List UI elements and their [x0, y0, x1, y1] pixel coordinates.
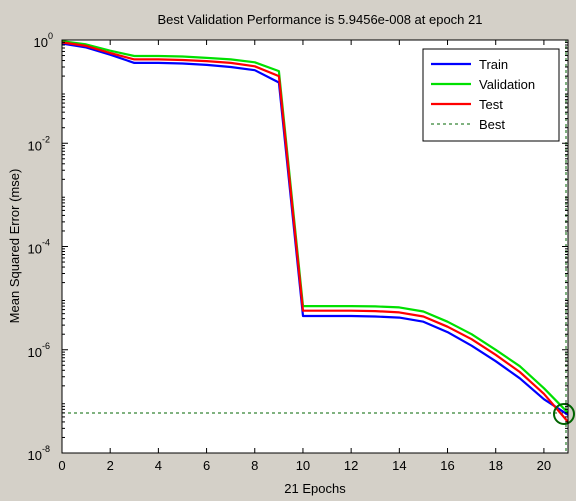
y-tick-exponent: -4: [42, 238, 50, 248]
legend-label: Train: [479, 57, 508, 72]
series-layer: [61, 40, 575, 426]
legend: Train Validation Test Best: [422, 48, 560, 142]
series-line-train: [61, 42, 569, 416]
x-tick-label: 0: [58, 458, 65, 473]
y-tick-label: 10 -6: [28, 341, 50, 360]
y-tick-label: 10 -4: [28, 238, 50, 257]
legend-entry-best: Best: [431, 117, 505, 132]
series-line-validation: [61, 40, 569, 414]
y-tick-mantissa: 10: [28, 448, 42, 463]
y-tick-exponent: -6: [42, 341, 50, 351]
chart-title: Best Validation Performance is 5.9456e-0…: [158, 12, 483, 27]
best-point-marker: [553, 403, 575, 426]
y-tick-exponent: 0: [48, 31, 53, 41]
y-tick-label: 10 -2: [28, 134, 50, 153]
y-tick-mantissa: 10: [28, 242, 42, 257]
legend-entry-train: Train: [431, 57, 508, 72]
y-tick-exponent: -2: [42, 134, 50, 144]
x-tick-label: 8: [251, 458, 258, 473]
x-axis-label: 21 Epochs: [284, 481, 346, 496]
legend-entry-test: Test: [431, 97, 503, 112]
y-tick-mantissa: 10: [34, 35, 48, 50]
plot-frame: [61, 39, 569, 454]
x-tick-label: 6: [203, 458, 210, 473]
series-line-test: [61, 41, 569, 423]
legend-label: Best: [479, 117, 505, 132]
x-tick-label: 16: [440, 458, 454, 473]
y-tick-label: 10 0: [34, 31, 53, 50]
y-tick-mantissa: 10: [28, 345, 42, 360]
x-tick-label: 20: [537, 458, 551, 473]
x-tick-label: 18: [488, 458, 502, 473]
y-axis-label: Mean Squared Error (mse): [7, 169, 22, 324]
x-tick-label: 4: [155, 458, 162, 473]
x-tick-label: 12: [344, 458, 358, 473]
x-tick-label: 14: [392, 458, 406, 473]
legend-entry-validation: Validation: [431, 77, 535, 92]
legend-label: Validation: [479, 77, 535, 92]
x-tick-label: 10: [296, 458, 310, 473]
x-tick-label: 2: [107, 458, 114, 473]
y-tick-mantissa: 10: [28, 138, 42, 153]
y-tick-label: 10 -8: [28, 444, 50, 463]
legend-label: Test: [479, 97, 503, 112]
y-tick-exponent: -8: [42, 444, 50, 454]
